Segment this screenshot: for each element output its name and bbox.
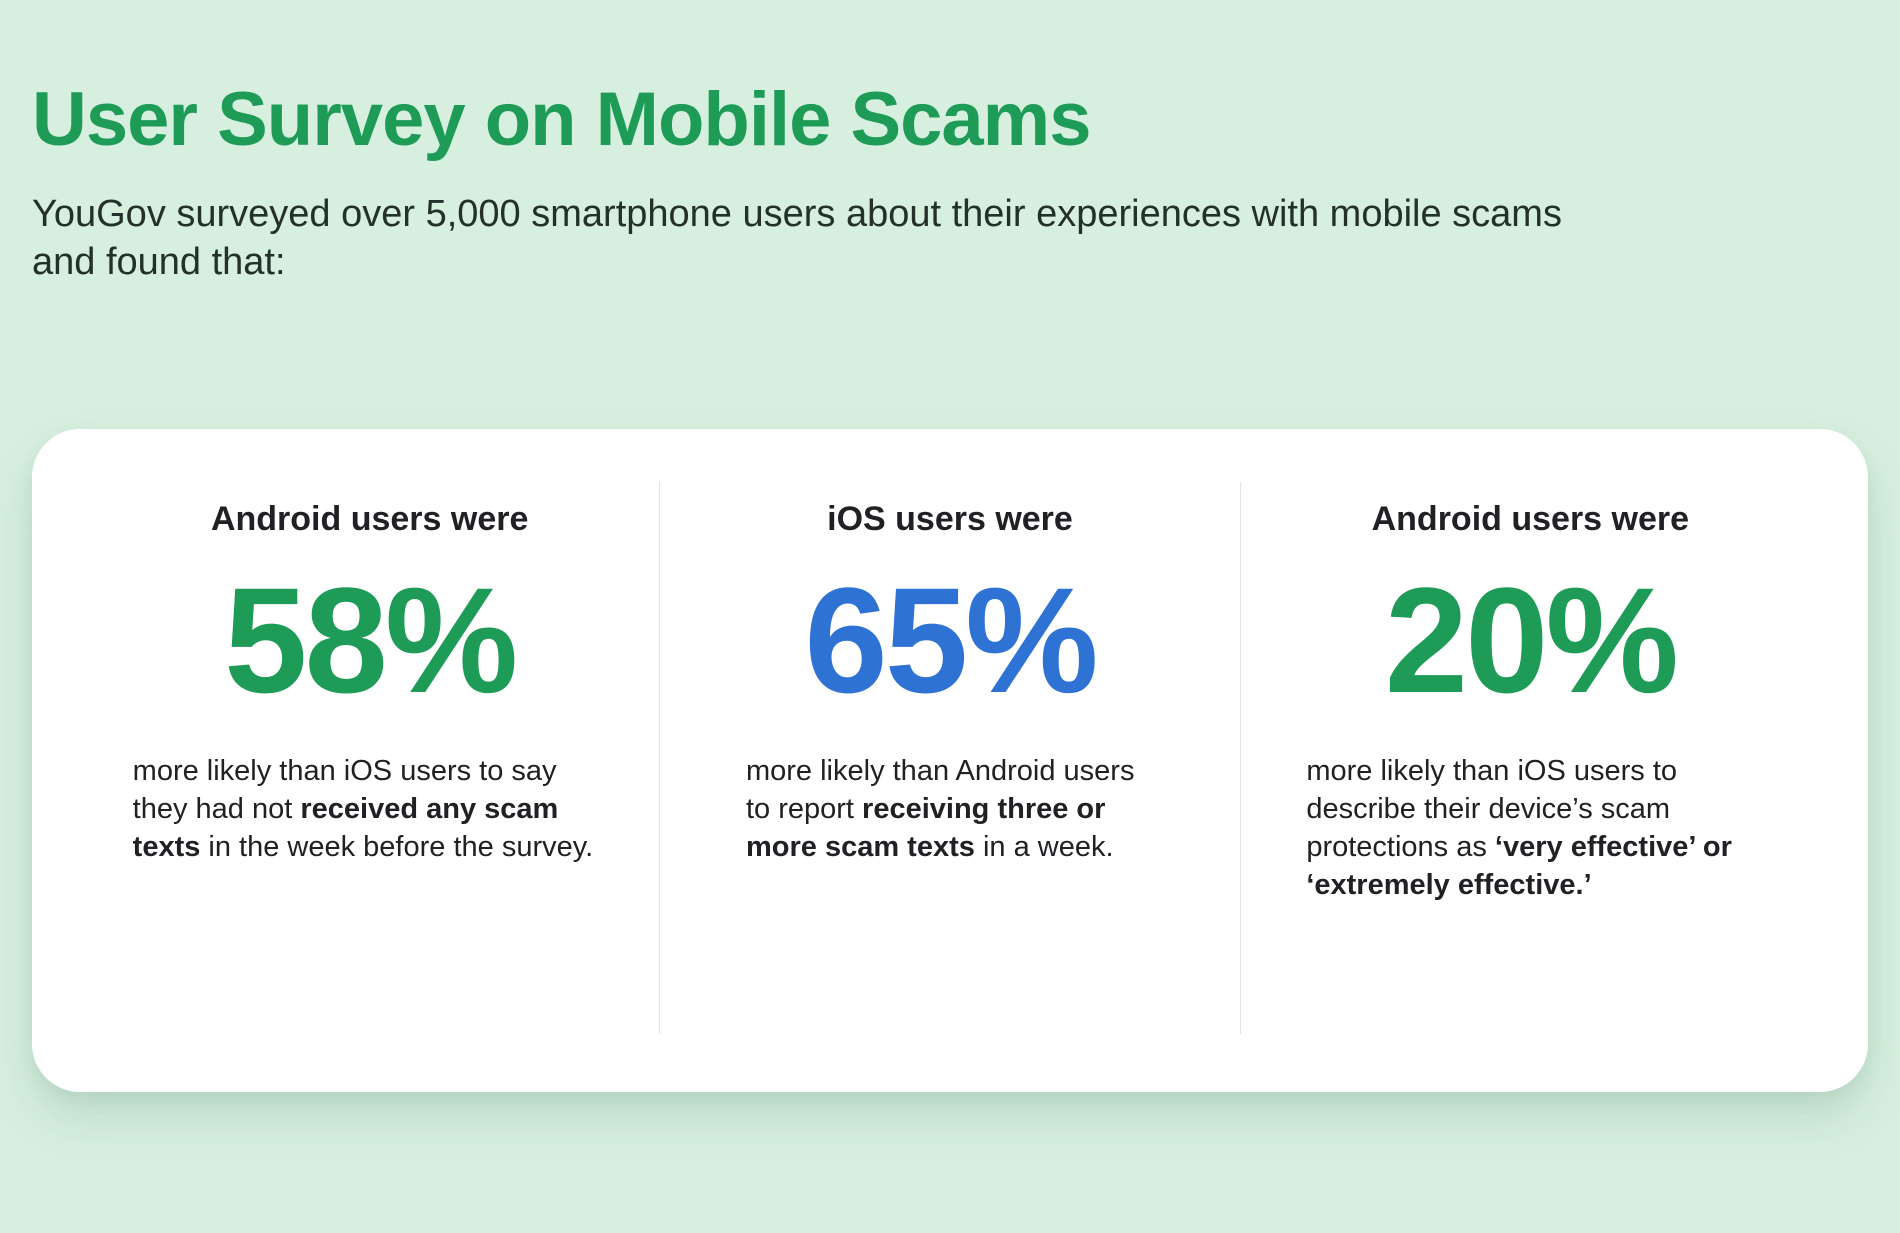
stat-description: more likely than Android users to report… [746,753,1154,867]
stat-column-android-20: Android users were 20% more likely than … [1241,429,1820,1092]
desc-bold-text: received any scam texts [132,793,559,864]
page-title: User Survey on Mobile Scams [32,77,1092,162]
stats-card: Android users were 58% more likely than … [32,428,1868,1092]
stat-description: more likely than iOS users to describe t… [1306,753,1754,905]
column-divider [1239,481,1241,1034]
stat-column-ios-65: iOS users were 65% more likely than Andr… [660,429,1239,1092]
stat-value: 20% [1384,556,1679,725]
stat-header: iOS users were [827,499,1073,538]
page-subtitle: YouGov surveyed over 5,000 smartphone us… [32,193,1562,283]
desc-bold-text: receiving three or more scam texts [745,793,1106,864]
desc-text: more likely than iOS users to describe t… [1306,755,1678,864]
desc-text: more likely than Android users to report [745,755,1135,826]
stat-header: Android users were [1371,499,1690,538]
stat-value: 65% [804,556,1098,725]
column-divider [659,481,661,1034]
desc-bold-text: ‘very effective’ or ‘extremely effective… [1306,831,1732,902]
stat-value: 58% [224,556,518,725]
stat-column-android-58: Android users were 58% more likely than … [80,429,659,1092]
stat-header: Android users were [210,499,529,538]
desc-text: more likely than iOS users to say they h… [132,755,557,826]
stat-description: more likely than iOS users to say they h… [133,753,607,867]
desc-text: in a week. [974,831,1114,864]
desc-text: in the week before the survey. [200,831,594,864]
